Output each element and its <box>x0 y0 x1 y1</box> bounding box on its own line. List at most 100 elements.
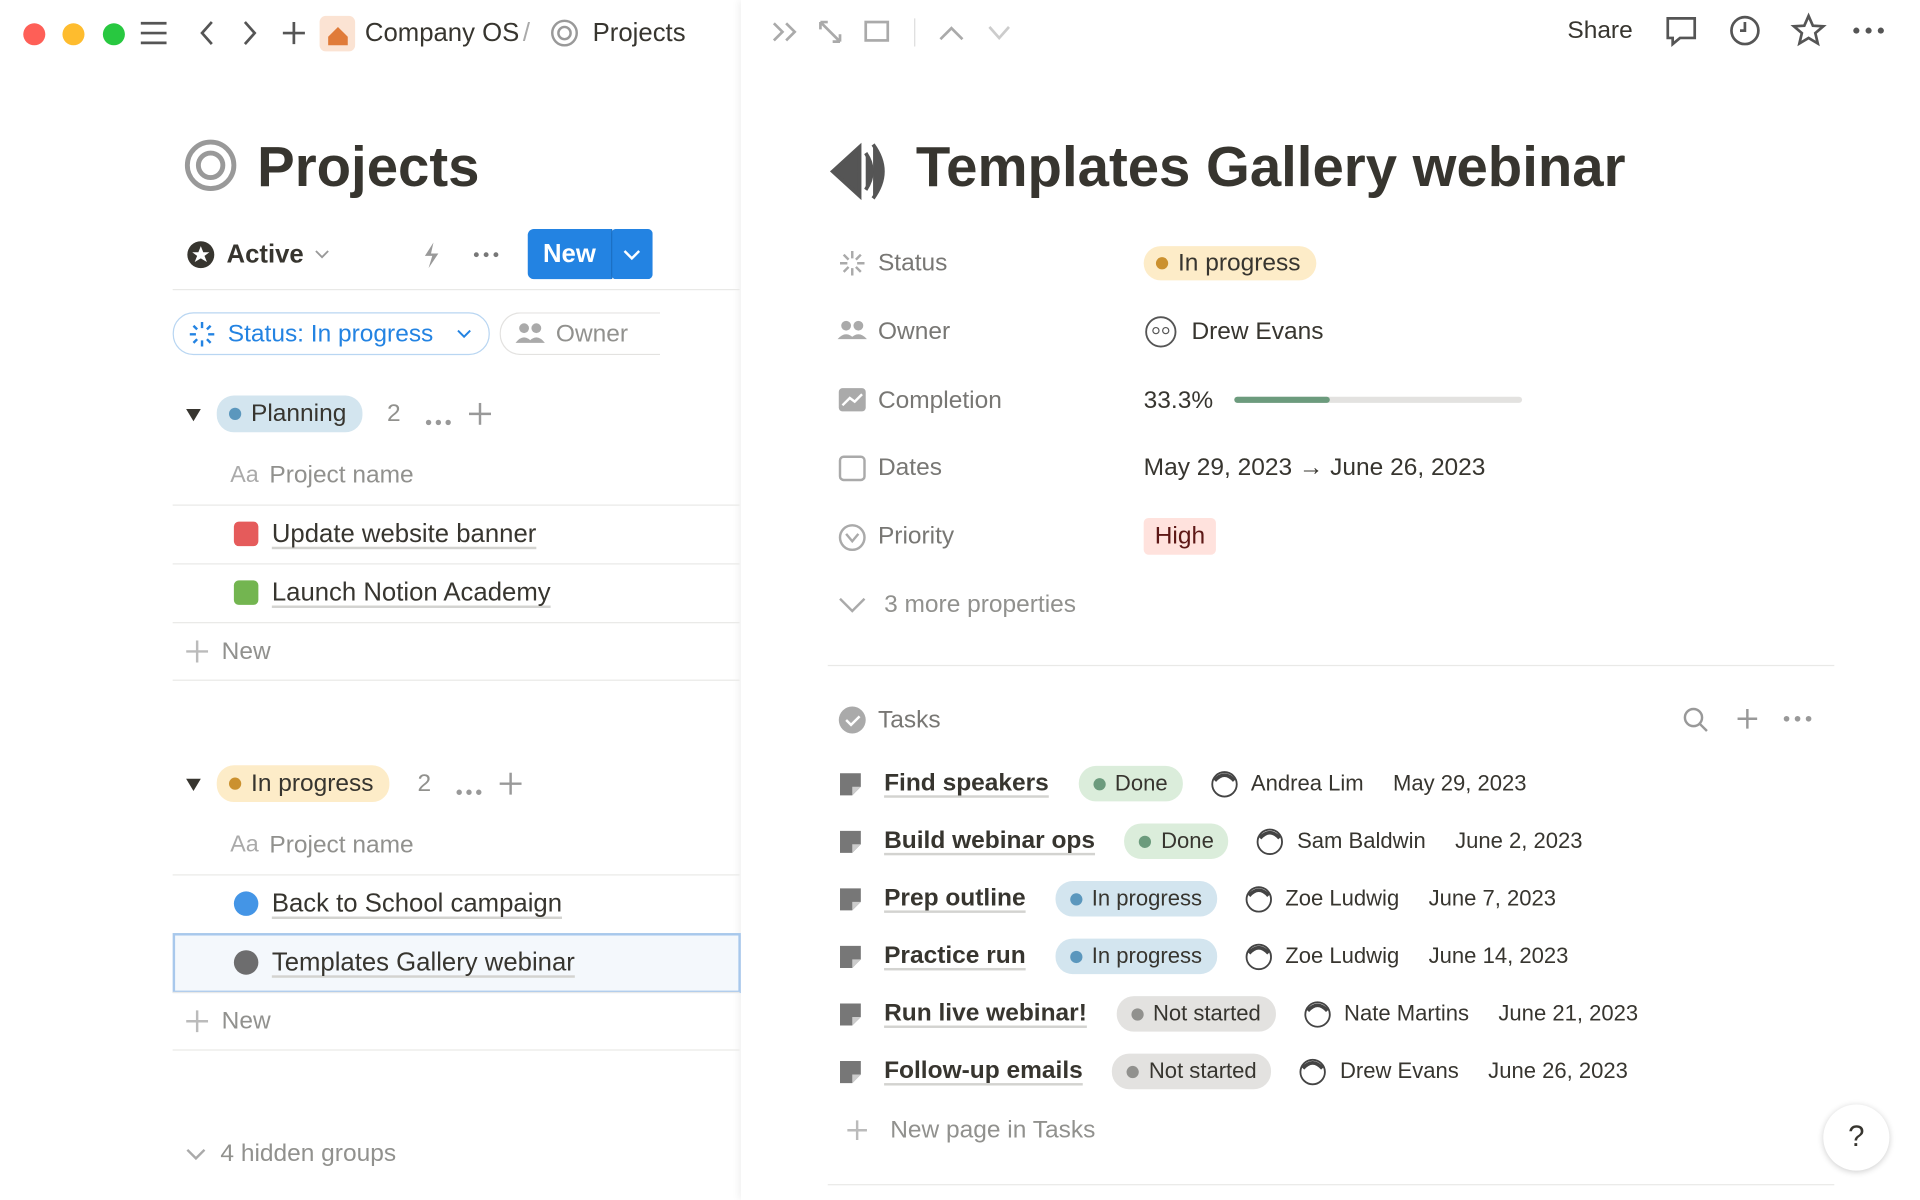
avatar-svg <box>1256 828 1284 855</box>
status-text: Not started <box>1148 1058 1257 1084</box>
avatar <box>1244 884 1286 913</box>
filter-pill[interactable] <box>499 312 661 356</box>
selected-row <box>172 933 741 994</box>
task-name[interactable]: Run live webinar! <box>884 999 1087 1027</box>
column-header: Project name <box>269 461 414 489</box>
task-name[interactable]: Find speakers <box>884 769 1049 797</box>
status-dot <box>228 407 242 421</box>
task-icon-svg <box>840 772 861 795</box>
share-button[interactable]: Share <box>1567 17 1633 45</box>
status-text: Not started <box>1152 1001 1261 1026</box>
row-title[interactable]: Back to School campaign <box>271 889 563 918</box>
task-date: June 7, 2023 <box>1428 885 1557 911</box>
task-date: June 21, 2023 <box>1498 1001 1639 1026</box>
task-icon-svg <box>840 945 861 968</box>
new-row[interactable]: New <box>221 637 271 665</box>
task-row: Run live webinar! Not started Nate Martins… <box>838 996 1639 1032</box>
avatar <box>1298 1057 1340 1086</box>
avatar-svg <box>1245 885 1272 912</box>
filter-chevron-svg <box>457 329 471 339</box>
group-add <box>499 772 522 795</box>
task-icon <box>838 1059 885 1083</box>
task-assignee: Nate Martins <box>1344 1001 1470 1026</box>
help-button[interactable]: ? <box>1823 1104 1890 1171</box>
task-row: Practice run In progress Zoe Ludwig June 14… <box>838 938 1568 975</box>
task-assignee: Zoe Ludwig <box>1285 943 1400 968</box>
task-row: Find speakers Done Andrea Lim May 29, 2023 <box>838 765 1527 802</box>
avatar-svg <box>1299 1058 1327 1085</box>
more-properties[interactable]: 3 more properties <box>884 591 1077 619</box>
row-icon <box>231 519 260 548</box>
row-divider <box>172 563 740 565</box>
task-icon-svg <box>840 887 861 910</box>
row-title[interactable]: Launch Notion Academy <box>271 578 551 607</box>
new-dropdown-svg <box>611 228 653 280</box>
property-value: Drew Evans <box>1191 318 1324 346</box>
status-text: Done <box>1114 770 1168 796</box>
status-dot <box>1092 777 1106 790</box>
row-title[interactable]: Templates Gallery webinar <box>271 948 575 977</box>
group-count: 2 <box>386 400 401 428</box>
task-assignee: Andrea Lim <box>1250 770 1364 796</box>
status-text: In progress <box>1091 943 1203 968</box>
status-dot <box>1069 892 1082 905</box>
new-task[interactable]: New page in Tasks <box>890 1116 1096 1144</box>
task-name[interactable]: Prep outline <box>884 884 1026 912</box>
property-label: Status <box>877 249 948 277</box>
task-icon-svg <box>840 1002 861 1025</box>
group-add-svg <box>468 402 492 425</box>
group-pill: In progress <box>216 765 390 803</box>
group-more-svg <box>456 789 482 795</box>
group-add <box>468 402 492 425</box>
add-icon <box>186 640 209 663</box>
hidden-groups[interactable]: 4 hidden groups <box>220 1140 397 1167</box>
filter-label[interactable]: Status: In progress <box>227 320 434 348</box>
new-row[interactable]: New <box>221 1007 271 1035</box>
property-label: Owner <box>877 318 951 346</box>
row-divider <box>172 1049 740 1051</box>
column-icon: Aa <box>230 832 259 858</box>
completion-text: 33.3% <box>1143 386 1214 414</box>
filter-label[interactable]: Owner <box>555 320 629 348</box>
filter-pill[interactable] <box>172 312 490 356</box>
task-status: Not started <box>1112 1053 1272 1090</box>
task-date: June 2, 2023 <box>1455 828 1583 853</box>
owner-icon <box>515 322 545 344</box>
group-name: In progress <box>251 770 374 798</box>
breadcrumb[interactable]: Company OS <box>364 18 520 48</box>
status-dot <box>228 777 242 790</box>
task-status: In progress <box>1055 881 1217 917</box>
avatar-svg <box>1303 1000 1331 1028</box>
task-name[interactable]: Follow-up emails <box>884 1057 1083 1085</box>
avatar <box>1145 316 1177 348</box>
status-dot <box>1069 950 1082 963</box>
task-name[interactable]: Practice run <box>884 942 1026 970</box>
task-row: Follow-up emails Not started Drew Evans Jun… <box>838 1053 1628 1090</box>
column-icon: Aa <box>230 462 259 488</box>
task-name[interactable]: Build webinar ops <box>884 827 1096 855</box>
task-date: June 26, 2023 <box>1488 1058 1628 1084</box>
status-text: In progress <box>1177 249 1301 277</box>
avatar <box>1209 769 1251 798</box>
view-tab[interactable]: Active <box>226 240 304 269</box>
filter-icon <box>187 320 216 349</box>
new-dropdown <box>611 228 653 280</box>
status-pill: In progress <box>1143 246 1317 281</box>
row-icon-svg <box>233 580 259 605</box>
group-pill: Planning <box>216 395 363 433</box>
task-assignee: Sam Baldwin <box>1297 828 1426 853</box>
progress-fill <box>1234 396 1331 403</box>
avatar <box>1302 999 1344 1028</box>
row-icon-svg <box>233 950 259 975</box>
row-divider <box>172 504 740 506</box>
avatar <box>1255 827 1297 856</box>
row-title[interactable]: Update website banner <box>271 519 537 548</box>
breadcrumb[interactable]: Projects <box>592 18 686 48</box>
row-divider <box>172 679 740 681</box>
status-dot <box>1139 835 1152 848</box>
property-label: Dates <box>877 454 942 482</box>
group-add-svg <box>499 772 522 795</box>
new-button[interactable]: New <box>527 228 612 280</box>
